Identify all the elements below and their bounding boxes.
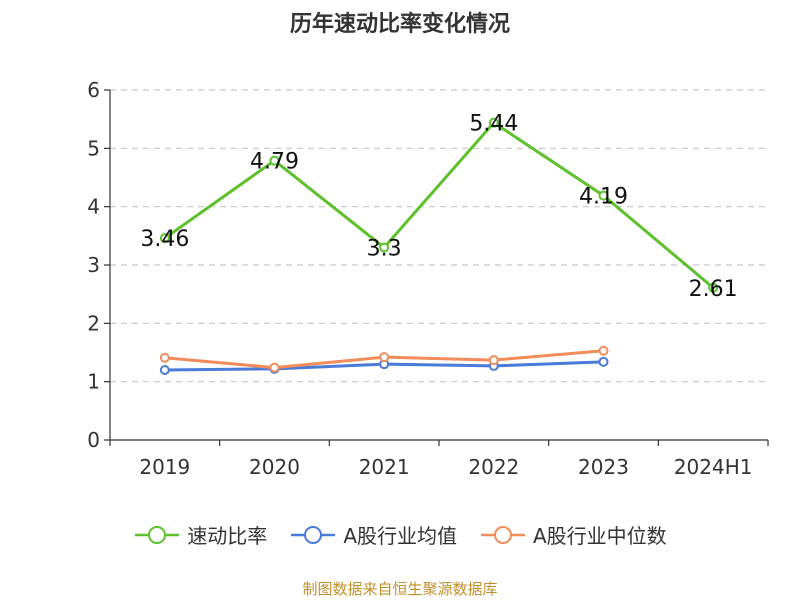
legend-label: A股行业均值 [343, 524, 457, 548]
data-point [708, 282, 719, 293]
data-point [488, 117, 499, 128]
data-point [159, 233, 170, 244]
series-line [163, 121, 715, 289]
x-tick-label: 2020 [249, 455, 300, 479]
data-point [269, 362, 280, 373]
data-label: 4.19 [579, 185, 628, 210]
y-tick-label: 0 [87, 428, 100, 452]
data-point [598, 190, 609, 201]
data-point [488, 355, 499, 366]
data-label: 3.3 [367, 237, 402, 262]
x-tick-label: 2021 [359, 455, 410, 479]
x-tick-label: 2019 [139, 455, 190, 479]
legend-item-quick-ratio[interactable]: 速动比率 [133, 520, 267, 549]
legend-label: 速动比率 [187, 524, 268, 548]
legend: 速动比率 A股行业均值 A股行业中位数 [0, 520, 800, 549]
x-tick-label: 2023 [578, 455, 629, 479]
data-point [598, 345, 609, 356]
data-point [598, 356, 609, 367]
source-footer: 制图数据来自恒生聚源数据库 [302, 580, 498, 598]
legend-line-marker-icon [481, 525, 525, 544]
y-tick-label: 6 [87, 78, 100, 102]
y-tick-label: 5 [87, 136, 100, 160]
y-tick-label: 1 [87, 370, 100, 394]
x-tick-label: 2024H1 [674, 455, 753, 479]
data-point [269, 155, 280, 166]
legend-item-industry-average[interactable]: A股行业均值 [289, 520, 457, 549]
legend-label: A股行业中位数 [533, 524, 667, 548]
y-tick-label: 4 [87, 195, 100, 219]
data-point [159, 352, 170, 363]
data-label: 4.79 [250, 150, 299, 175]
data-label: 2.61 [689, 277, 738, 302]
y-tick-label: 2 [87, 311, 100, 335]
data-point [379, 242, 390, 253]
data-label: 3.46 [140, 227, 189, 252]
data-point [379, 352, 390, 363]
x-tick-label: 2022 [468, 455, 519, 479]
chart-title: 历年速动比率变化情况 [289, 12, 510, 37]
legend-line-marker-icon [291, 525, 336, 544]
data-label: 5.44 [469, 112, 518, 137]
legend-line-marker-icon [135, 525, 180, 544]
legend-item-industry-median[interactable]: A股行业中位数 [479, 520, 667, 549]
data-point [159, 365, 170, 375]
y-tick-label: 3 [87, 253, 100, 277]
